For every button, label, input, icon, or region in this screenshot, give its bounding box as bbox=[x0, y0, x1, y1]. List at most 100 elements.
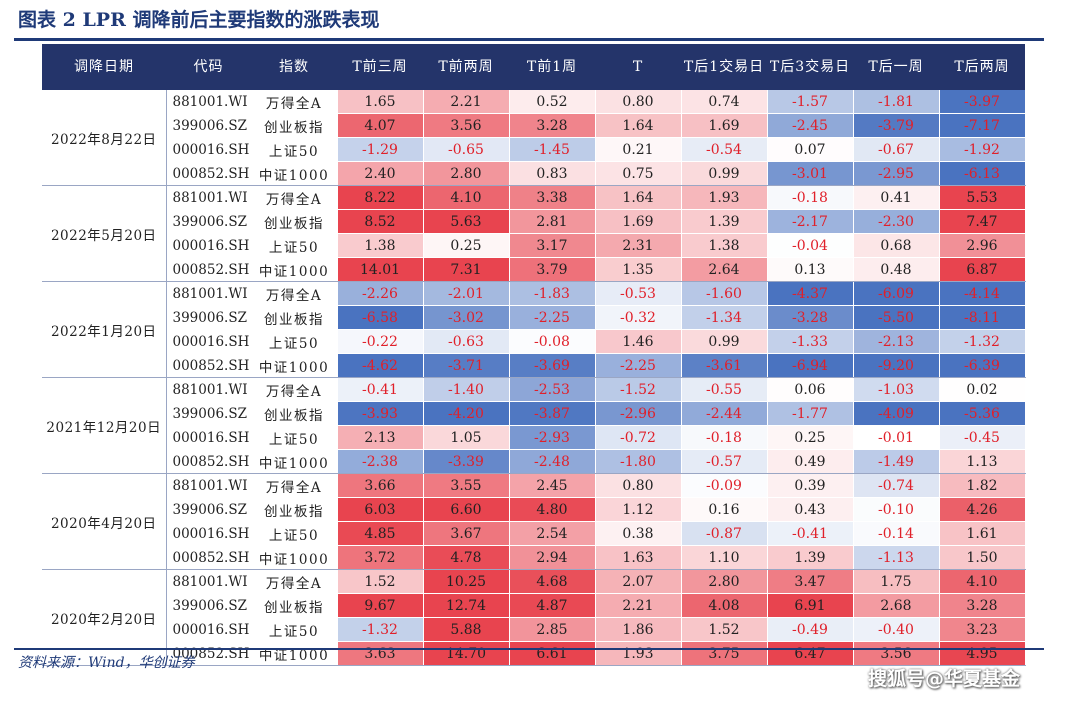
value-cell: 4.95 bbox=[939, 641, 1026, 666]
value-cell: 3.17 bbox=[509, 233, 596, 258]
value-cell: 2.31 bbox=[595, 233, 682, 258]
table-row: 399006.SZ 创业板指 4.07 3.56 3.28 1.64 1.69 -2.45 -3… bbox=[42, 113, 1026, 138]
column-header: T前三周 bbox=[337, 44, 423, 90]
code-cell: 881001.WI bbox=[166, 90, 252, 114]
value-cell: -0.32 bbox=[595, 305, 682, 330]
value-cell: -1.34 bbox=[681, 305, 768, 330]
index-name-cell: 上证50 bbox=[251, 617, 338, 642]
index-name-cell: 创业板指 bbox=[251, 497, 338, 522]
value-cell: -3.02 bbox=[423, 305, 510, 330]
value-cell: -1.03 bbox=[853, 377, 940, 402]
value-cell: 3.28 bbox=[509, 113, 596, 138]
value-cell: -6.09 bbox=[853, 281, 940, 306]
value-cell: -0.72 bbox=[595, 425, 682, 450]
code-cell: 000016.SH bbox=[166, 329, 252, 354]
value-cell: 2.85 bbox=[509, 617, 596, 642]
value-cell: 4.80 bbox=[509, 497, 596, 522]
value-cell: 3.72 bbox=[337, 545, 424, 570]
value-cell: 3.67 bbox=[423, 521, 510, 546]
value-cell: 1.69 bbox=[681, 113, 768, 138]
value-cell: -4.62 bbox=[337, 353, 424, 378]
value-cell: -0.49 bbox=[767, 617, 854, 642]
value-cell: 1.35 bbox=[595, 257, 682, 282]
value-cell: -0.67 bbox=[853, 137, 940, 162]
value-cell: -0.14 bbox=[853, 521, 940, 546]
value-cell: -0.18 bbox=[767, 185, 854, 210]
value-cell: 3.38 bbox=[509, 185, 596, 210]
table-row: 000852.SH 中证1000 14.01 7.31 3.79 1.35 2.64 0.13… bbox=[42, 257, 1026, 282]
value-cell: -2.48 bbox=[509, 449, 596, 474]
table-row: 000016.SH 上证50 4.85 3.67 2.54 0.38 -0.87 -0.41-… bbox=[42, 521, 1026, 546]
value-cell: 2.21 bbox=[423, 90, 510, 114]
code-cell: 000852.SH bbox=[166, 161, 252, 186]
table-row: 000016.SH 上证50 2.13 1.05 -2.93 -0.72 -0.18 0.25… bbox=[42, 425, 1026, 450]
table-row: 2022年8月22日 881001.WI 万得全A 1.65 2.21 0.52 0.80 0… bbox=[42, 90, 1026, 186]
table-row: 000852.SH 中证1000 -2.38 -3.39 -2.48 -1.80 -0.57… bbox=[42, 449, 1026, 474]
code-cell: 000852.SH bbox=[166, 449, 252, 474]
code-cell: 399006.SZ bbox=[166, 593, 252, 618]
value-cell: -9.20 bbox=[853, 353, 940, 378]
value-cell: -2.13 bbox=[853, 329, 940, 354]
value-cell: -0.57 bbox=[681, 449, 768, 474]
value-cell: -0.18 bbox=[681, 425, 768, 450]
value-cell: -0.55 bbox=[681, 377, 768, 402]
column-header: T前两周 bbox=[423, 44, 509, 90]
value-cell: 1.69 bbox=[595, 209, 682, 234]
value-cell: 1.52 bbox=[681, 617, 768, 642]
index-name-cell: 创业板指 bbox=[251, 305, 338, 330]
value-cell: 14.01 bbox=[337, 257, 424, 282]
value-cell: 0.13 bbox=[767, 257, 854, 282]
index-name-cell: 万得全A bbox=[251, 569, 338, 594]
index-name-cell: 万得全A bbox=[251, 185, 338, 210]
table-row: 000852.SH 中证1000 3.63 14.70 6.61 1.93 3.75 6.47… bbox=[42, 641, 1026, 666]
index-name-cell: 创业板指 bbox=[251, 113, 338, 138]
value-cell: 8.22 bbox=[337, 185, 424, 210]
value-cell: 12.74 bbox=[423, 593, 510, 618]
column-header: 指数 bbox=[251, 44, 337, 90]
value-cell: 0.49 bbox=[767, 449, 854, 474]
value-cell: -2.38 bbox=[337, 449, 424, 474]
date-cell: 2022年8月22日 bbox=[42, 90, 167, 186]
value-cell: 1.39 bbox=[681, 209, 768, 234]
index-name-cell: 创业板指 bbox=[251, 401, 338, 426]
value-cell: -3.01 bbox=[767, 161, 854, 186]
value-cell: 0.38 bbox=[595, 521, 682, 546]
value-cell: 0.48 bbox=[853, 257, 940, 282]
value-cell: 3.28 bbox=[939, 593, 1026, 618]
column-header: 调降日期 bbox=[42, 44, 166, 90]
code-cell: 000016.SH bbox=[166, 617, 252, 642]
value-cell: 1.61 bbox=[939, 521, 1026, 546]
value-cell: -0.45 bbox=[939, 425, 1026, 450]
value-cell: 0.74 bbox=[681, 90, 768, 114]
value-cell: 2.40 bbox=[337, 161, 424, 186]
value-cell: -2.01 bbox=[423, 281, 510, 306]
value-cell: -2.25 bbox=[595, 353, 682, 378]
value-cell: 2.81 bbox=[509, 209, 596, 234]
code-cell: 000016.SH bbox=[166, 425, 252, 450]
table-row: 399006.SZ 创业板指 -3.93 -4.20 -3.87 -2.96 -2.44 -1… bbox=[42, 401, 1026, 426]
value-cell: -7.17 bbox=[939, 113, 1026, 138]
date-cell: 2022年5月20日 bbox=[42, 185, 167, 282]
index-name-cell: 中证1000 bbox=[251, 161, 338, 186]
value-cell: 7.31 bbox=[423, 257, 510, 282]
value-cell: 0.16 bbox=[681, 497, 768, 522]
code-cell: 399006.SZ bbox=[166, 113, 252, 138]
value-cell: -2.45 bbox=[767, 113, 854, 138]
value-cell: 6.03 bbox=[337, 497, 424, 522]
table-row: 000852.SH 中证1000 2.40 2.80 0.83 0.75 0.99 -3.01… bbox=[42, 161, 1026, 186]
value-cell: -2.30 bbox=[853, 209, 940, 234]
value-cell: -0.74 bbox=[853, 473, 940, 498]
value-cell: 1.86 bbox=[595, 617, 682, 642]
value-cell: -3.28 bbox=[767, 305, 854, 330]
index-name-cell: 上证50 bbox=[251, 137, 338, 162]
value-cell: 2.68 bbox=[853, 593, 940, 618]
value-cell: -1.83 bbox=[509, 281, 596, 306]
value-cell: -6.58 bbox=[337, 305, 424, 330]
value-cell: 2.21 bbox=[595, 593, 682, 618]
table-row: 000016.SH 上证50 1.38 0.25 3.17 2.31 1.38 -0.04 0.… bbox=[42, 233, 1026, 258]
column-header: T前1周 bbox=[509, 44, 595, 90]
code-cell: 399006.SZ bbox=[166, 209, 252, 234]
value-cell: 3.63 bbox=[337, 641, 424, 666]
index-name-cell: 上证50 bbox=[251, 521, 338, 546]
value-cell: 4.10 bbox=[423, 185, 510, 210]
